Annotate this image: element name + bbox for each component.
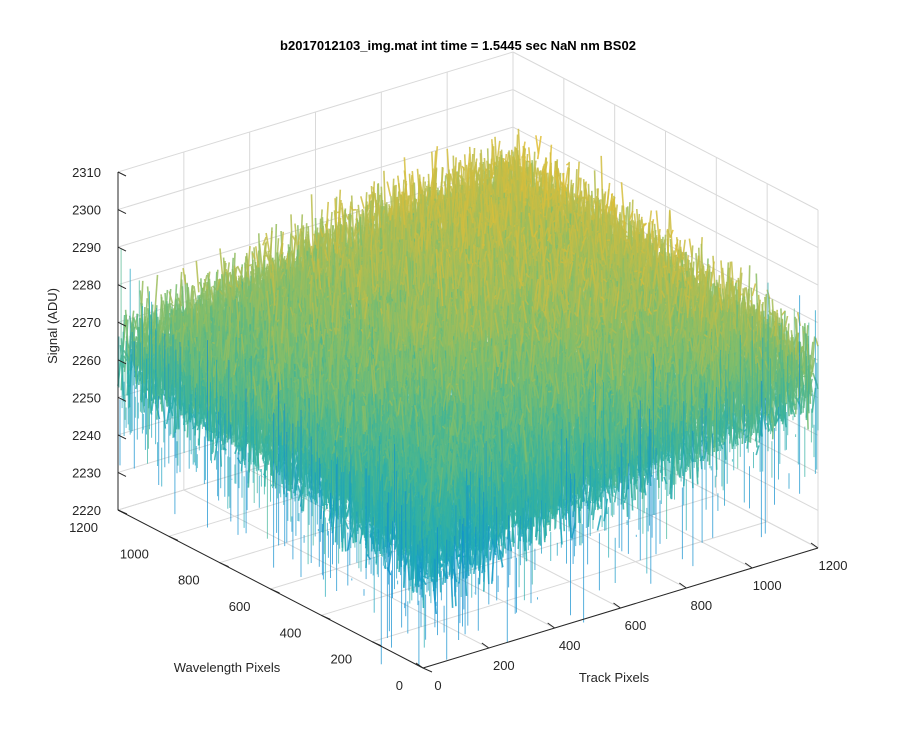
surface-segment: [262, 236, 267, 246]
side-wall-grid-line: [512, 51, 819, 211]
surface-segment: [168, 291, 174, 304]
side-wall-grid-line: [512, 89, 819, 248]
surface-segment: [814, 337, 819, 347]
back-wall-grid-line: [117, 51, 514, 173]
surface-segment: [236, 265, 242, 274]
surface-mesh: [117, 128, 819, 667]
surface-segment: [535, 135, 540, 154]
surface-segment: [386, 181, 392, 197]
surface-segment: [461, 165, 466, 171]
side-wall-grid-line: [512, 126, 819, 286]
surface-segment: [124, 309, 130, 362]
back-wall-grid-line: [117, 89, 514, 211]
surface-segment: [360, 196, 365, 209]
back-wall-grid-line: [117, 126, 514, 248]
surface-segment: [265, 232, 271, 253]
